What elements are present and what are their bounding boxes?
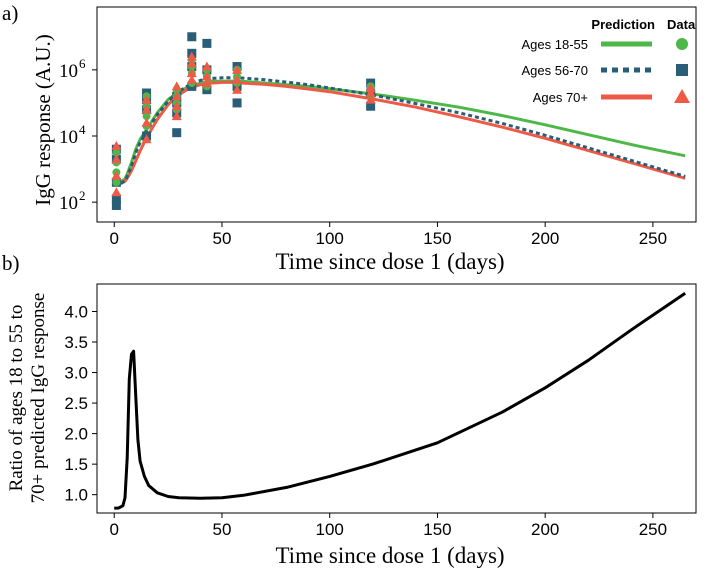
legend-header-prediction: Prediction xyxy=(591,17,655,32)
x-tick-label: 0 xyxy=(110,229,119,248)
x-tick-label: 150 xyxy=(423,229,451,248)
data-point-triangle xyxy=(186,51,197,61)
panel-a-legend: Prediction Data Ages 18-55 Ages 56-70 Ag… xyxy=(522,17,696,105)
y-tick-label: 2.0 xyxy=(64,425,88,444)
panel-b-x-ticks: 0 50 100 150 200 250 xyxy=(110,513,667,539)
y-tick-label: 10 xyxy=(59,61,78,82)
y-tick-exponent: 6 xyxy=(79,56,86,71)
panel-b-label: b) xyxy=(2,251,20,275)
data-point-triangle xyxy=(232,84,243,94)
data-point-triangle xyxy=(141,134,152,144)
data-point-square xyxy=(111,200,121,210)
y-tick-label: 10 xyxy=(59,127,78,148)
y-tick-label: 3.0 xyxy=(64,364,88,383)
data-point-circle xyxy=(112,148,121,157)
y-tick-label: 10 xyxy=(59,193,78,214)
panel-a-x-ticks: 0 50 100 150 200 250 xyxy=(110,222,667,248)
data-point-triangle xyxy=(365,88,376,97)
x-tick-label: 150 xyxy=(423,520,451,539)
x-tick-label: 50 xyxy=(213,520,232,539)
x-tick-label: 50 xyxy=(213,229,232,248)
data-point-square xyxy=(187,32,197,42)
prediction-line-2 xyxy=(113,76,686,186)
x-tick-label: 200 xyxy=(531,520,559,539)
data-point-triangle xyxy=(365,83,376,93)
panel-a-data-points xyxy=(111,32,376,210)
data-point-triangle xyxy=(141,117,152,127)
panel-b-y-axis-label-line2: 70+ predicted IgG response xyxy=(28,293,49,504)
data-point-triangle xyxy=(171,101,182,111)
y-tick-exponent: 4 xyxy=(79,122,86,137)
legend-marker-triangle xyxy=(674,89,690,103)
data-point-square xyxy=(366,101,376,111)
data-point-square xyxy=(202,38,212,48)
data-point-triangle xyxy=(111,187,122,197)
x-tick-label: 250 xyxy=(639,229,667,248)
data-point-triangle xyxy=(111,170,122,180)
x-tick-label: 0 xyxy=(110,520,119,539)
x-tick-label: 250 xyxy=(639,520,667,539)
x-tick-label: 200 xyxy=(531,229,559,248)
panel-b-y-axis-label-line1: Ratio of ages 18 to 55 to xyxy=(6,305,27,492)
y-tick-label: 4.0 xyxy=(64,302,88,321)
y-tick-label: 3.5 xyxy=(64,333,88,352)
panel-a-x-axis-label: Time since dose 1 (days) xyxy=(275,249,504,274)
data-point-triangle xyxy=(111,140,122,150)
panel-a-y-axis-label: IgG response (A.U.) xyxy=(31,34,55,205)
ratio-line xyxy=(114,291,687,510)
panel-a-prediction-lines xyxy=(113,76,686,186)
data-point-square xyxy=(111,194,121,204)
legend-label-18-55: Ages 18-55 xyxy=(522,37,589,52)
data-point-triangle xyxy=(186,74,197,84)
data-point-triangle xyxy=(171,91,182,101)
panel-b-x-axis-label: Time since dose 1 (days) xyxy=(275,543,504,568)
data-point-square xyxy=(232,98,242,108)
data-point-triangle xyxy=(201,78,212,88)
y-tick-exponent: 2 xyxy=(79,188,86,203)
data-point-circle xyxy=(112,178,121,187)
panel-b-chart: 0 50 100 150 200 250 1.0 1.5 2.0 2.5 3.0 3.5 4.0 Ti… xyxy=(6,283,697,568)
legend-header-data: Data xyxy=(667,17,696,32)
legend-marker-square xyxy=(676,64,688,76)
panel-b-y-ticks: 1.0 1.5 2.0 2.5 3.0 3.5 4.0 xyxy=(64,302,97,505)
data-point-triangle xyxy=(171,111,182,121)
panel-b-frame xyxy=(96,283,697,514)
data-point-square xyxy=(172,128,182,138)
legend-label-70plus: Ages 70+ xyxy=(533,90,588,105)
panel-a-label: a) xyxy=(2,1,18,25)
legend-marker-circle xyxy=(676,38,688,50)
data-point-triangle xyxy=(141,94,152,104)
data-point-triangle xyxy=(186,58,197,68)
data-point-triangle xyxy=(201,71,212,81)
prediction-line-1 xyxy=(113,79,686,184)
x-tick-label: 100 xyxy=(316,229,344,248)
data-point-triangle xyxy=(171,81,182,91)
data-point-triangle xyxy=(186,68,197,78)
y-tick-label: 2.5 xyxy=(64,394,88,413)
data-point-triangle xyxy=(201,61,212,71)
x-tick-label: 100 xyxy=(316,520,344,539)
data-point-triangle xyxy=(141,104,152,114)
y-tick-label: 1.5 xyxy=(64,455,88,474)
y-tick-label: 1.0 xyxy=(64,486,88,505)
data-point-triangle xyxy=(111,154,122,164)
panel-b-ratio-line xyxy=(114,291,687,510)
data-point-triangle xyxy=(365,94,376,104)
legend-label-56-70: Ages 56-70 xyxy=(522,63,589,78)
panel-a-frame xyxy=(96,6,697,223)
prediction-line-3 xyxy=(113,80,686,186)
data-point-triangle xyxy=(232,64,243,74)
data-point-triangle xyxy=(232,74,243,84)
data-point-circle xyxy=(142,112,151,121)
